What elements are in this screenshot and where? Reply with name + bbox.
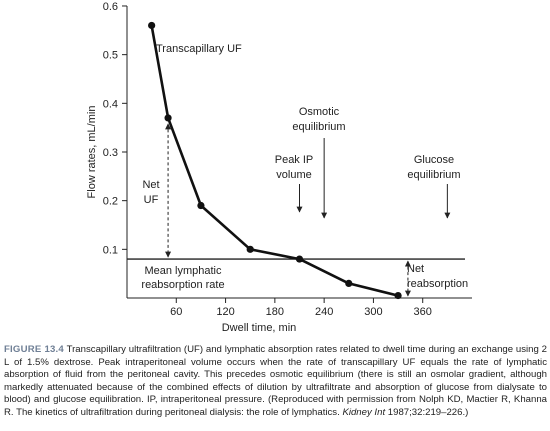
- x-tick-label: 120: [216, 306, 234, 318]
- x-tick-label: 60: [170, 306, 182, 318]
- x-axis-ticks: 60 120 180 240 300 360: [170, 298, 432, 318]
- data-point: [197, 201, 205, 210]
- y-tick-label: 0.1: [103, 244, 118, 256]
- flow-rate-chart: 0.1 0.2 0.3 0.4 0.5 0.6 60 120 180 240 300 360 Flo…: [86, 1, 472, 334]
- annotation-lymphatic-line1: Mean lymphatic: [144, 265, 222, 277]
- x-axis-title: Dwell time, min: [222, 322, 297, 334]
- x-tick-label: 360: [414, 306, 432, 318]
- caption-text: Transcapillary ultrafiltration (UF) and …: [4, 344, 548, 418]
- annotation-net-uf-line1: Net: [142, 179, 159, 191]
- annotation-glucose-line2: equilibrium: [407, 169, 460, 181]
- annotation-net-reabsorption-line2: reabsorption: [407, 278, 468, 290]
- y-tick-label: 0.3: [103, 147, 118, 159]
- y-tick-label: 0.4: [103, 98, 118, 110]
- annotation-peak-line1: Peak IP: [275, 154, 314, 166]
- data-point: [148, 21, 156, 30]
- data-point: [246, 245, 254, 253]
- caption-citation: 1987;32:219–226.): [385, 406, 469, 418]
- y-tick-label: 0.2: [103, 196, 118, 208]
- figure-caption: FIGURE 13.4 Transcapillary ultrafiltrati…: [4, 344, 547, 420]
- data-point: [164, 114, 172, 122]
- y-tick-label: 0.6: [103, 1, 118, 13]
- data-point: [394, 291, 402, 300]
- annotation-lymphatic-line2: reabsorption rate: [141, 279, 224, 291]
- annotation-net-reabsorption-line1: Net: [407, 263, 424, 275]
- y-axis-ticks: 0.1 0.2 0.3 0.4 0.5 0.6: [103, 1, 127, 256]
- annotation-osmotic-line1: Osmotic: [299, 106, 340, 118]
- annotation-net-uf-line2: UF: [144, 194, 159, 206]
- data-point: [345, 279, 353, 287]
- y-tick-label: 0.5: [103, 50, 118, 62]
- x-tick-label: 300: [364, 306, 382, 318]
- annotation-glucose-line1: Glucose: [414, 154, 454, 166]
- caption-journal: Kidney Int: [342, 406, 386, 418]
- series-points: [148, 21, 402, 300]
- figure-label: FIGURE 13.4: [4, 344, 64, 355]
- annotation-peak-line2: volume: [276, 169, 311, 181]
- x-tick-label: 180: [266, 306, 284, 318]
- x-tick-label: 240: [315, 306, 333, 318]
- data-point: [295, 255, 304, 263]
- annotation-transcapillary-uf: Transcapillary UF: [156, 43, 242, 55]
- annotation-osmotic-line2: equilibrium: [292, 121, 345, 133]
- y-axis-title: Flow rates, mL/min: [86, 106, 98, 199]
